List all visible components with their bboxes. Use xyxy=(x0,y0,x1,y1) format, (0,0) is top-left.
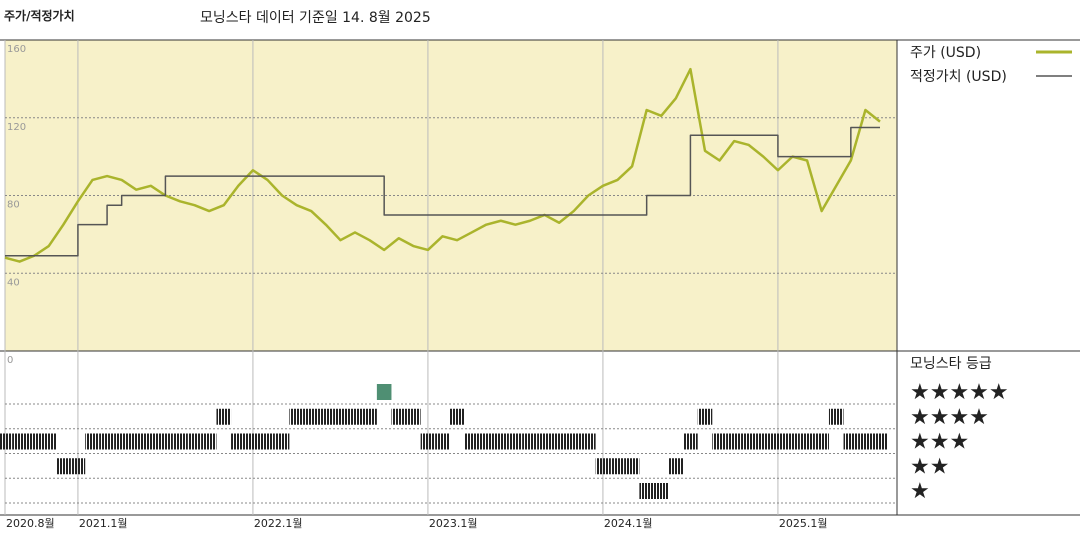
rating-bar xyxy=(639,483,654,499)
rating-title: 모닝스타 등급 xyxy=(910,356,992,372)
rating-bar xyxy=(551,433,567,450)
rating-label: ★★ xyxy=(910,454,949,479)
rating-bar xyxy=(143,433,159,450)
rating-bar xyxy=(770,433,786,450)
rating-label: ★★★★★ xyxy=(910,380,1009,405)
rating-bar xyxy=(12,433,27,450)
series-line xyxy=(5,126,880,257)
rating-bar xyxy=(260,433,275,450)
x-tick-label: 2025.1월 xyxy=(779,517,828,530)
rating-bar xyxy=(99,433,115,450)
rating-bar xyxy=(158,433,173,450)
rating-bar xyxy=(231,433,246,450)
rating-bar xyxy=(872,433,888,450)
legend-label: 적정가치 (USD) xyxy=(910,69,1007,85)
rating-bar xyxy=(668,458,684,475)
rating-bar xyxy=(624,458,640,475)
x-tick-label: 2021.1월 xyxy=(79,517,128,530)
rating-label: ★★★★ xyxy=(910,405,989,430)
rating-bar xyxy=(376,384,392,400)
rating-bar xyxy=(56,458,71,475)
rating-bar xyxy=(362,408,377,425)
rating-bar xyxy=(70,458,86,475)
rating-bar xyxy=(187,433,202,450)
rating-bar xyxy=(333,408,348,425)
rating-bar xyxy=(756,433,771,450)
rating-bar xyxy=(216,408,232,425)
x-tick-label: 2024.1월 xyxy=(604,517,653,530)
rating-bar xyxy=(245,433,261,450)
x-tick-label: 2020.8월 xyxy=(6,517,55,530)
y-tick-label: 80 xyxy=(7,200,20,211)
rating-bar xyxy=(347,408,363,425)
rating-bar xyxy=(435,433,450,450)
rating-bar xyxy=(420,433,436,450)
y-tick-label: 0 xyxy=(7,355,13,366)
rating-label: ★ xyxy=(910,479,930,504)
rating-bar xyxy=(85,433,100,450)
rating-bar xyxy=(464,433,479,450)
rating-bar xyxy=(26,433,42,450)
rating-bar xyxy=(566,433,582,450)
rating-bar xyxy=(478,433,494,450)
rating-bar xyxy=(201,433,217,450)
rating-bar xyxy=(318,408,334,425)
y-tick-label: 160 xyxy=(7,44,26,55)
rating-bar xyxy=(828,408,844,425)
x-tick-label: 2022.1월 xyxy=(254,517,303,530)
legend-label: 주가 (USD) xyxy=(910,45,981,61)
rating-bar xyxy=(697,408,713,425)
rating-bar xyxy=(858,433,873,450)
rating-bar xyxy=(41,433,57,450)
rating-bar xyxy=(843,433,859,450)
rating-bar xyxy=(726,433,742,450)
y-tick-label: 120 xyxy=(7,122,26,133)
rating-bar xyxy=(274,433,290,450)
rating-bar xyxy=(581,433,596,450)
rating-bar xyxy=(289,408,304,425)
rating-bar xyxy=(741,433,757,450)
rating-bar xyxy=(785,433,800,450)
rating-bar xyxy=(814,433,829,450)
chart-title: 주가/적정가치 xyxy=(4,8,75,23)
rating-bar xyxy=(406,408,421,425)
rating-bar xyxy=(0,433,13,450)
y-tick-label: 40 xyxy=(7,277,20,288)
rating-bar xyxy=(508,433,523,450)
rating-bar xyxy=(610,458,625,475)
rating-bar xyxy=(172,433,188,450)
series-line xyxy=(4,67,881,263)
rating-bar xyxy=(712,433,727,450)
x-tick-label: 2023.1월 xyxy=(429,517,478,530)
chart-subtitle: 모닝스타 데이터 기준일 14. 8월 2025 xyxy=(200,10,431,26)
rating-bar xyxy=(493,433,509,450)
rating-bar xyxy=(391,408,407,425)
rating-bar xyxy=(683,433,698,450)
rating-bar xyxy=(537,433,552,450)
rating-bar xyxy=(522,433,538,450)
rating-bar xyxy=(303,408,319,425)
rating-bar xyxy=(799,433,815,450)
rating-bar xyxy=(128,433,144,450)
rating-bar xyxy=(449,408,465,425)
rating-bar xyxy=(114,433,129,450)
rating-bar xyxy=(595,458,611,475)
rating-label: ★★★ xyxy=(910,430,969,455)
rating-bar xyxy=(653,483,669,499)
